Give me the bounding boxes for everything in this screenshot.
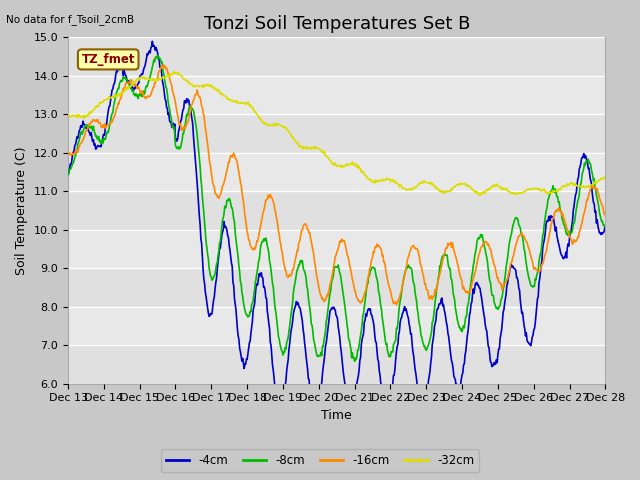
- Bar: [68, 191, 605, 229]
- Bar: [68, 37, 605, 76]
- Text: TZ_fmet: TZ_fmet: [81, 53, 135, 66]
- Bar: [68, 76, 605, 114]
- Title: Tonzi Soil Temperatures Set B: Tonzi Soil Temperatures Set B: [204, 15, 470, 33]
- Y-axis label: Soil Temperature (C): Soil Temperature (C): [15, 146, 28, 275]
- Bar: [68, 307, 605, 345]
- Bar: [68, 229, 605, 268]
- Bar: [68, 153, 605, 191]
- Text: No data for f_Tsoil_2cmB: No data for f_Tsoil_2cmB: [6, 14, 134, 25]
- X-axis label: Time: Time: [321, 409, 352, 422]
- Bar: [68, 345, 605, 384]
- Bar: [68, 268, 605, 307]
- Bar: [68, 114, 605, 153]
- Legend: -4cm, -8cm, -16cm, -32cm: -4cm, -8cm, -16cm, -32cm: [161, 449, 479, 472]
